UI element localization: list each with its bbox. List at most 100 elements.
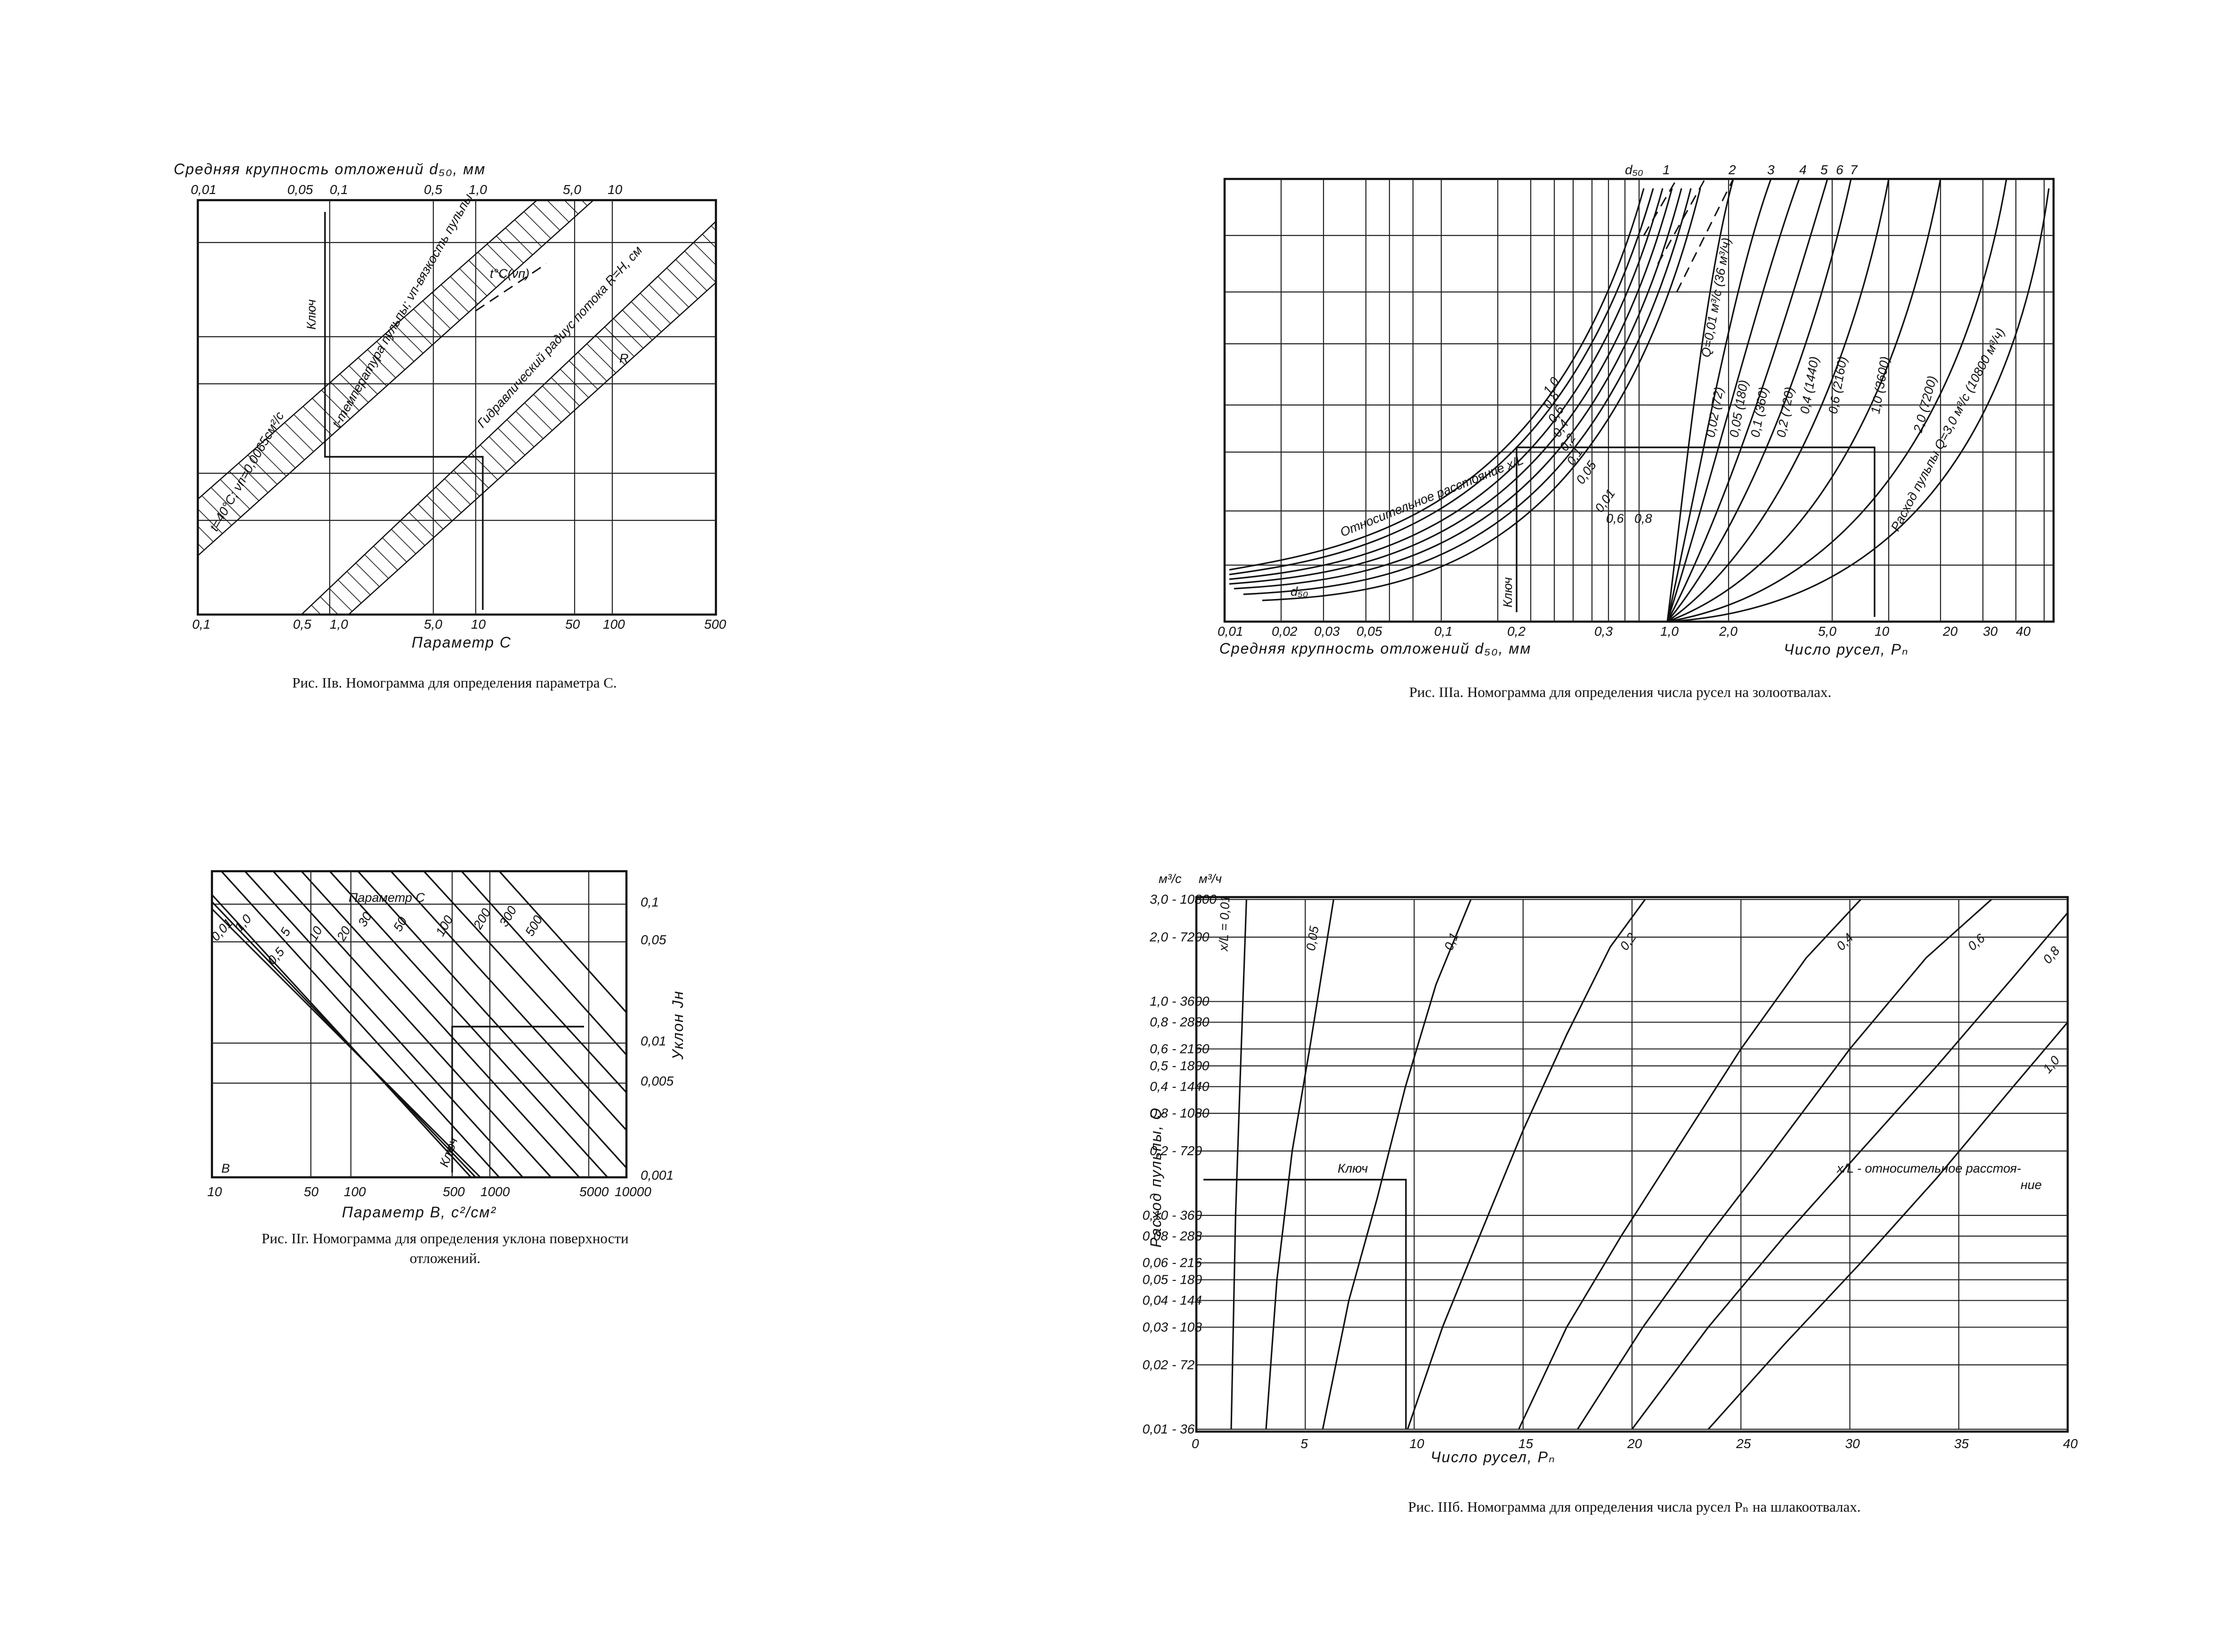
IIIa-left-tick-5: 0,2 <box>1507 624 1526 639</box>
IIg-x-tick-0: 10 <box>207 1184 222 1199</box>
IIg-caption-line-1: Рис. IIг. Номограмма для определения укл… <box>261 1230 628 1247</box>
IIIb-y-tick-right-14: - 108 <box>1172 1320 1202 1334</box>
IIv-bottom-tick-3: 5,0 <box>424 617 442 632</box>
IIg-y-tick-4: 0,001 <box>641 1168 674 1182</box>
IIIa-left-tick-2: 0,03 <box>1314 624 1340 639</box>
IIg-key-path <box>451 1026 584 1173</box>
IIIb-x-tick-6: 30 <box>1845 1436 1860 1451</box>
IIIa-right-tick-6: 40 <box>2016 624 2031 639</box>
IIIb-x-axis-title: Число русел, Pₙ <box>1430 1449 1555 1466</box>
IIIb-y-tick-left-10: 0,08 <box>1143 1229 1169 1243</box>
IIg-y-tick-1: 0,05 <box>641 932 666 947</box>
IIIb-y-tick-right-10: - 288 <box>1172 1229 1202 1243</box>
IIg-x-tick-5: 5000 <box>579 1184 609 1199</box>
IIIb-x-tick-2: 10 <box>1410 1436 1425 1451</box>
IIIb-x-tick-1: 5 <box>1300 1436 1308 1451</box>
IIv-bottom-ticks: 0,1 0,5 1,0 5,0 10 50 100 500 <box>192 617 726 632</box>
IIIa-right-axis-title: Число русел, Pₙ <box>1784 641 1908 658</box>
IIv-hatched-bands <box>197 199 717 615</box>
IIIa-right-tick-3: 10 <box>1875 624 1890 639</box>
IIIa-top-label-6: 6 <box>1836 162 1843 177</box>
IIIa-top-labels: d₅₀ 1 2 3 4 5 6 7 <box>1625 162 1858 177</box>
IIIb-y-tick-right-7: - 1080 <box>1172 1106 1210 1120</box>
IIv-top-axis-title: Средняя крупность отложений d₅₀, мм <box>174 161 486 178</box>
IIg-y-tick-2: 0,01 <box>641 1034 666 1048</box>
IIIb-y-tick-left-6: 0,4 <box>1150 1079 1168 1093</box>
IIg-y-axis-title: Уклон Jн <box>669 990 686 1060</box>
IIg-series-label-11: 500 <box>522 913 545 939</box>
IIv-top-tick-0: 0,01 <box>191 182 217 197</box>
IIv-key-path <box>324 212 484 610</box>
IIIb-y-tick-left-9: 0,10 <box>1143 1208 1169 1223</box>
IIIa-right-fan <box>1643 178 2050 623</box>
chart-IIIa: d₅₀ 1 2 3 4 5 6 7 <box>1218 162 2055 700</box>
IIIa-top-label-3: 3 <box>1767 162 1775 177</box>
IIg-lines <box>211 870 627 1178</box>
IIg-series-label-1: 1,0 <box>232 912 254 934</box>
IIv-bottom-tick-0: 0,1 <box>192 617 211 632</box>
IIIb-y-tick-right-0: - 10800 <box>1172 892 1217 907</box>
IIIa-top-label-4: 4 <box>1799 162 1807 177</box>
IIIb-series-label-6: 0,8 <box>2040 944 2063 966</box>
IIv-tnu-label: t°C(νп) <box>490 267 529 281</box>
IIIb-unit-right: м³/ч <box>1199 872 1222 886</box>
IIv-top-tick-1: 0,05 <box>287 182 313 197</box>
IIIb-caption: Рис. IIIб. Номограмма для определения чи… <box>1408 1498 1861 1515</box>
IIIb-series-label-1: 0,05 <box>1304 924 1322 952</box>
IIIb-y-tick-left-7: 0,3 <box>1150 1106 1168 1120</box>
IIg-series-label-6: 30 <box>355 910 374 929</box>
IIIa-flow-label-5: 0,4 (1440) <box>1797 356 1821 415</box>
IIIb-series-line-2 <box>1322 899 1472 1430</box>
IIv-frame <box>196 199 717 616</box>
IIIb-x-ticks: 0 5 10 15 20 25 30 35 40 <box>1192 1436 2078 1451</box>
IIIb-y-tick-right-6: - 1440 <box>1172 1079 1210 1093</box>
IIIb-series-label-0: x/L = 0,01 <box>1216 895 1232 952</box>
IIg-series-label-7: 50 <box>390 915 410 934</box>
IIIb-y-tick-right-2: - 3600 <box>1172 994 1210 1009</box>
IIv-key-label: Ключ <box>304 300 318 330</box>
IIv-dashed-line <box>475 263 547 312</box>
IIIb-x-tick-7: 35 <box>1954 1436 1969 1451</box>
IIg-series-label-2: 0,5 <box>265 944 287 967</box>
IIIb-y-tick-right-5: - 1800 <box>1172 1058 1210 1073</box>
IIv-bottom-tick-2: 1,0 <box>330 617 348 632</box>
IIIb-y-tick-right-4: - 2160 <box>1172 1041 1210 1056</box>
IIIb-y-tick-right-12: - 180 <box>1172 1272 1202 1287</box>
IIv-top-tick-3: 0,5 <box>424 182 442 197</box>
IIIa-right-tick-0: 1,0 <box>1660 624 1679 639</box>
IIg-x-tick-3: 500 <box>443 1184 465 1199</box>
IIIa-top-label-2: 2 <box>1728 162 1736 177</box>
IIIa-top-label-1: 1 <box>1663 162 1670 177</box>
IIIa-right-tick-5: 30 <box>1983 624 1998 639</box>
IIIa-key-path <box>1516 446 1876 617</box>
IIIb-series-line-1 <box>1265 899 1334 1430</box>
IIIb-grid <box>1195 899 2069 1430</box>
IIIb-series-line-0 <box>1230 899 1247 1430</box>
IIIa-mid-label-1: 0,8 <box>1634 511 1652 526</box>
IIg-x-tick-4: 1000 <box>480 1184 510 1199</box>
IIv-top-ticks: 0,01 0,05 0,1 0,5 1,0 5,0 10 <box>191 182 623 197</box>
IIIb-unit-left: м³/с <box>1159 872 1182 886</box>
IIv-caption: Рис. IIв. Номограмма для определения пар… <box>292 674 617 691</box>
IIIa-left-tick-6: 0,3 <box>1594 624 1613 639</box>
IIv-bottom-tick-7: 500 <box>704 617 726 632</box>
IIIb-y-tick-right-16: - 36 <box>1172 1422 1195 1436</box>
chart-IIv: Средняя крупность отложений d₅₀, мм 0,01… <box>174 161 726 691</box>
IIIb-series-line-3 <box>1407 899 1646 1430</box>
IIIb-series-line-6 <box>1631 912 2069 1430</box>
IIIa-key-label: Ключ <box>1501 577 1515 607</box>
IIv-top-tick-5: 5,0 <box>563 182 581 197</box>
IIIb-x-tick-4: 20 <box>1627 1436 1642 1451</box>
IIv-bottom-tick-5: 50 <box>565 617 580 632</box>
IIIa-flow-title: Расход пульпы Q=3,0 м³/с (10800 м³/ч) <box>1888 326 2008 534</box>
IIv-bottom-tick-4: 10 <box>471 617 486 632</box>
IIIb-y-tick-left-16: 0,01 <box>1143 1422 1169 1436</box>
IIIa-caption: Рис. IIIа. Номограмма для определения чи… <box>1409 684 1832 700</box>
IIIb-y-tick-left-2: 1,0 <box>1150 994 1168 1009</box>
IIIb-y-tick-left-4: 0,6 <box>1150 1041 1168 1056</box>
IIIb-y-ticks: 3,0 - 10800 2,0 - 7200 1,0 - 3600 0,8 - 2880 0,6… <box>1143 892 1217 1436</box>
IIg-series-label-10: 300 <box>496 904 520 929</box>
IIIb-series-line-4 <box>1518 899 1861 1430</box>
